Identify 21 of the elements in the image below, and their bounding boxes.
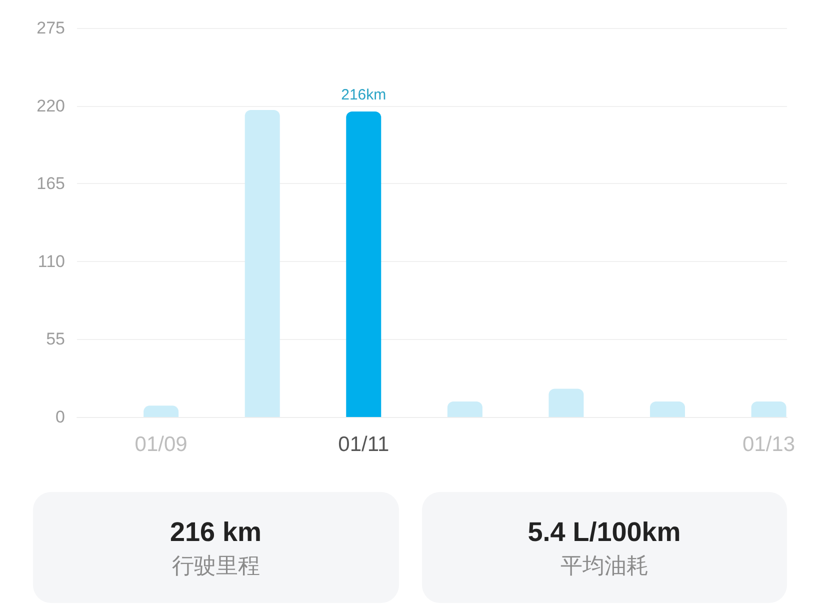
bar xyxy=(650,401,685,417)
x-tick-label: 01/09 xyxy=(134,433,188,456)
y-tick-label: 0 xyxy=(56,408,65,426)
y-tick-label: 55 xyxy=(46,330,65,349)
bar xyxy=(548,388,584,417)
text: 平均油耗 xyxy=(560,552,648,580)
x-tick-label: 01/11 xyxy=(338,433,390,456)
y-tick-label: 220 xyxy=(36,96,65,116)
bar xyxy=(144,406,179,417)
bar xyxy=(751,401,786,417)
text: 5.4 L/100km xyxy=(528,516,681,548)
bar xyxy=(244,110,280,417)
x-tick-label: 01/13 xyxy=(742,433,796,456)
text: 216 km xyxy=(170,516,262,548)
bar xyxy=(346,111,382,417)
y-tick-label: 110 xyxy=(38,252,65,271)
y-tick-label: 275 xyxy=(36,18,65,38)
data-label: 216km xyxy=(341,86,386,104)
bar xyxy=(447,401,482,417)
text: 行驶里程 xyxy=(172,552,260,580)
y-tick-label: 165 xyxy=(36,174,65,194)
